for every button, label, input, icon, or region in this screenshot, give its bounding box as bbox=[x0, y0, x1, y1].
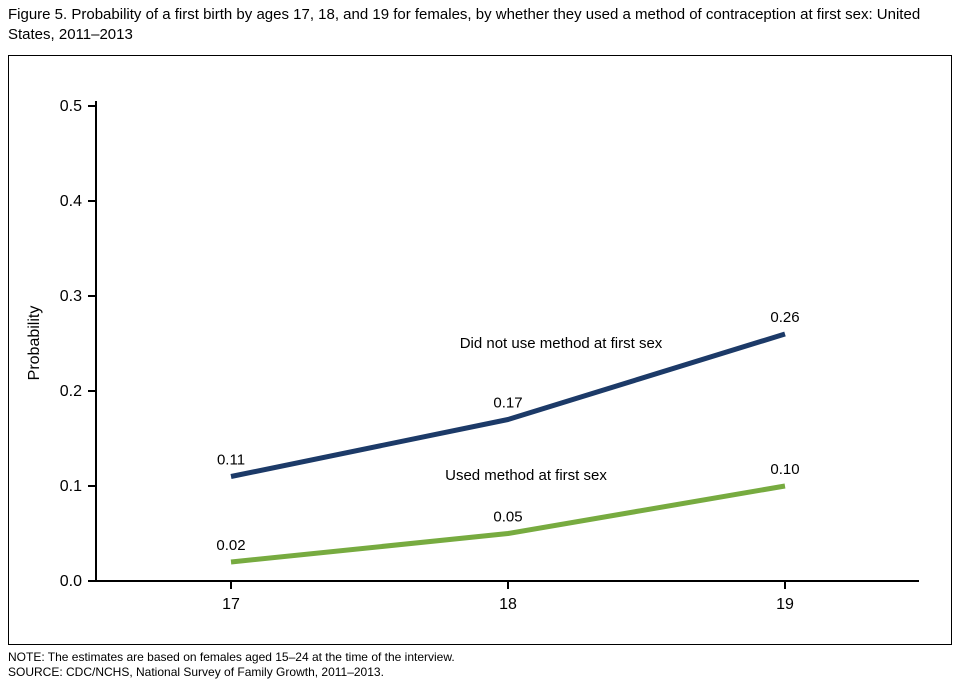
line-chart: 0.0 0.1 0.2 0.3 0.4 0.5 17 18 19 Probability 0.11 0… bbox=[26, 98, 919, 613]
x-tick-label: 19 bbox=[776, 596, 794, 613]
data-label: 0.10 bbox=[770, 461, 799, 478]
y-tick-label: 0.5 bbox=[60, 98, 82, 115]
series-line-1 bbox=[230, 483, 786, 565]
x-tick-label: 18 bbox=[499, 596, 517, 613]
series-line-0 bbox=[230, 331, 786, 479]
x-tick-label: 17 bbox=[222, 596, 240, 613]
series-label-0: Did not use method at first sex bbox=[460, 335, 663, 352]
y-tick-label: 0.0 bbox=[60, 573, 82, 590]
data-label: 0.05 bbox=[493, 509, 522, 526]
y-tick-label: 0.4 bbox=[60, 193, 82, 210]
y-tick-label: 0.3 bbox=[60, 288, 82, 305]
data-label: 0.26 bbox=[770, 309, 799, 326]
data-label: 0.02 bbox=[216, 537, 245, 554]
source-text: SOURCE: CDC/NCHS, National Survey of Fam… bbox=[8, 665, 384, 679]
series-label-1: Used method at first sex bbox=[445, 467, 607, 484]
data-label: 0.11 bbox=[217, 452, 245, 469]
y-tick-label: 0.1 bbox=[60, 478, 82, 495]
y-tick-label: 0.2 bbox=[60, 383, 82, 400]
data-label: 0.17 bbox=[493, 395, 522, 412]
y-axis-title: Probability bbox=[26, 306, 43, 381]
figure-title: Figure 5. Probability of a first birth b… bbox=[8, 6, 921, 43]
chart-frame: 0.0 0.1 0.2 0.3 0.4 0.5 17 18 19 Probability 0.11 0… bbox=[8, 55, 952, 645]
note-text: NOTE: The estimates are based on females… bbox=[8, 650, 455, 664]
